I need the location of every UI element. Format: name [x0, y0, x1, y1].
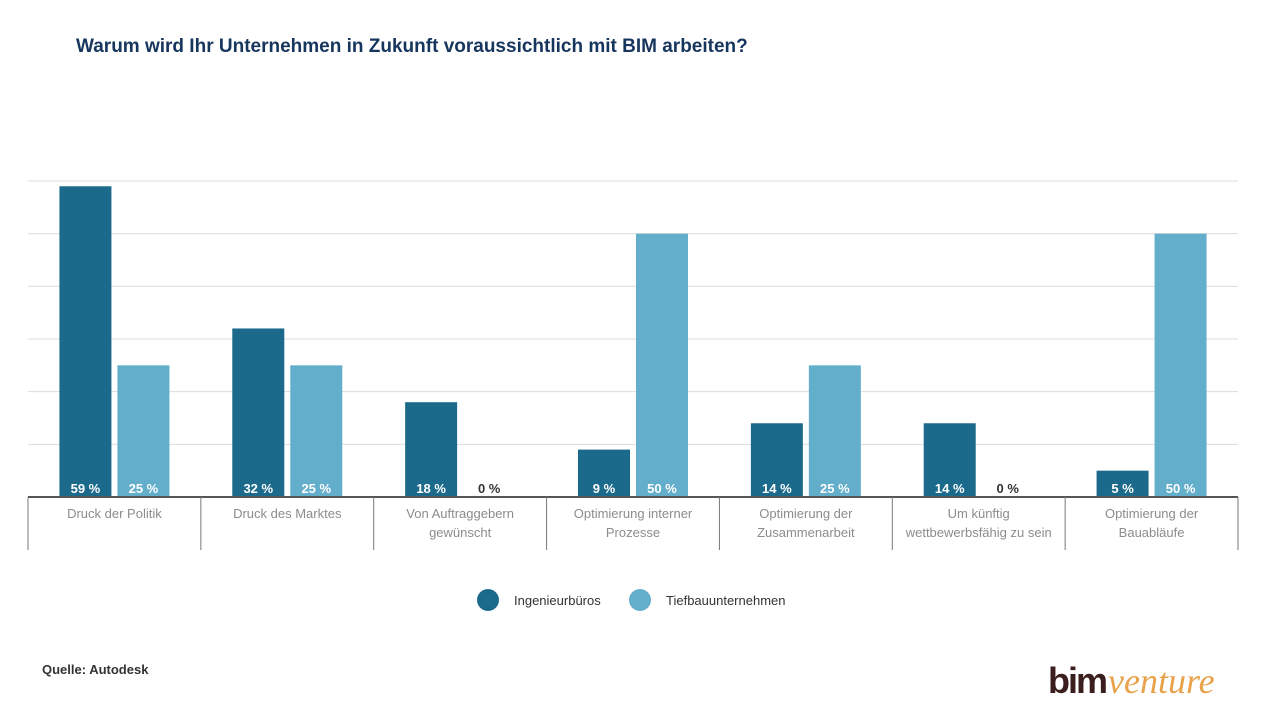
bar-tiefbau	[290, 365, 343, 497]
data-label: 50 %	[647, 481, 677, 496]
legend-swatch	[629, 589, 651, 611]
x-axis	[27, 496, 1239, 550]
legend-label: Ingenieurbüros	[514, 593, 601, 608]
bimventure-logo: bim venture	[1048, 660, 1215, 702]
logo-venture-text: venture	[1108, 661, 1215, 701]
bar-ingenieurbueros	[59, 186, 112, 497]
data-label: 0 %	[478, 481, 501, 496]
bar-ingenieurbueros	[750, 423, 803, 497]
data-label: 5 %	[1111, 481, 1134, 496]
gridlines	[28, 180, 1238, 445]
bar-tiefbau	[1154, 233, 1207, 497]
data-label: 0 %	[997, 481, 1020, 496]
category-label: Druck der Politik	[67, 506, 162, 521]
data-label: 59 %	[71, 481, 101, 496]
category-label: Optimierung interner Prozesse	[574, 506, 693, 540]
bar-ingenieurbueros	[1096, 470, 1149, 497]
bar-tiefbau	[117, 365, 170, 497]
data-label: 9 %	[593, 481, 616, 496]
data-label: 14 %	[935, 481, 965, 496]
data-label: 25 %	[301, 481, 331, 496]
bar-tiefbau	[808, 365, 861, 497]
bar-ingenieurbueros	[232, 328, 285, 497]
category-labels: Druck der Politik Druck des Marktes Von Au…	[67, 506, 1199, 540]
data-label: 32 %	[243, 481, 273, 496]
category-label: Optimierung der Bauabläufe	[1105, 506, 1199, 540]
logo-bim-text: bim	[1048, 660, 1108, 701]
data-label: 25 %	[129, 481, 159, 496]
legend-swatch	[477, 589, 499, 611]
category-label: Optimierung der Zusammenarbeit	[757, 506, 855, 540]
bars: 59 % 32 % 18 % 9 % 14 % 14 % 5 % 25 % 25 % 0 % 50 …	[59, 186, 1207, 497]
legend-label: Tiefbauunternehmen	[666, 593, 786, 608]
legend: Ingenieurbüros Tiefbauunternehmen	[477, 589, 786, 611]
bar-ingenieurbueros	[578, 449, 630, 497]
data-label: 25 %	[820, 481, 850, 496]
bar-tiefbau	[636, 233, 688, 497]
category-label: Um künftig wettbewerbsfähig zu sein	[905, 506, 1052, 540]
data-label: 18 %	[416, 481, 446, 496]
category-label: Von Auftraggebern gewünscht	[406, 506, 514, 540]
category-label: Druck des Marktes	[233, 506, 342, 521]
data-label: 50 %	[1166, 481, 1196, 496]
bar-ingenieurbueros	[923, 423, 976, 497]
source-note: Quelle: Autodesk	[42, 662, 149, 677]
bar-ingenieurbueros	[405, 402, 458, 497]
chart-title: Warum wird Ihr Unternehmen in Zukunft vo…	[76, 36, 748, 57]
data-label: 14 %	[762, 481, 792, 496]
